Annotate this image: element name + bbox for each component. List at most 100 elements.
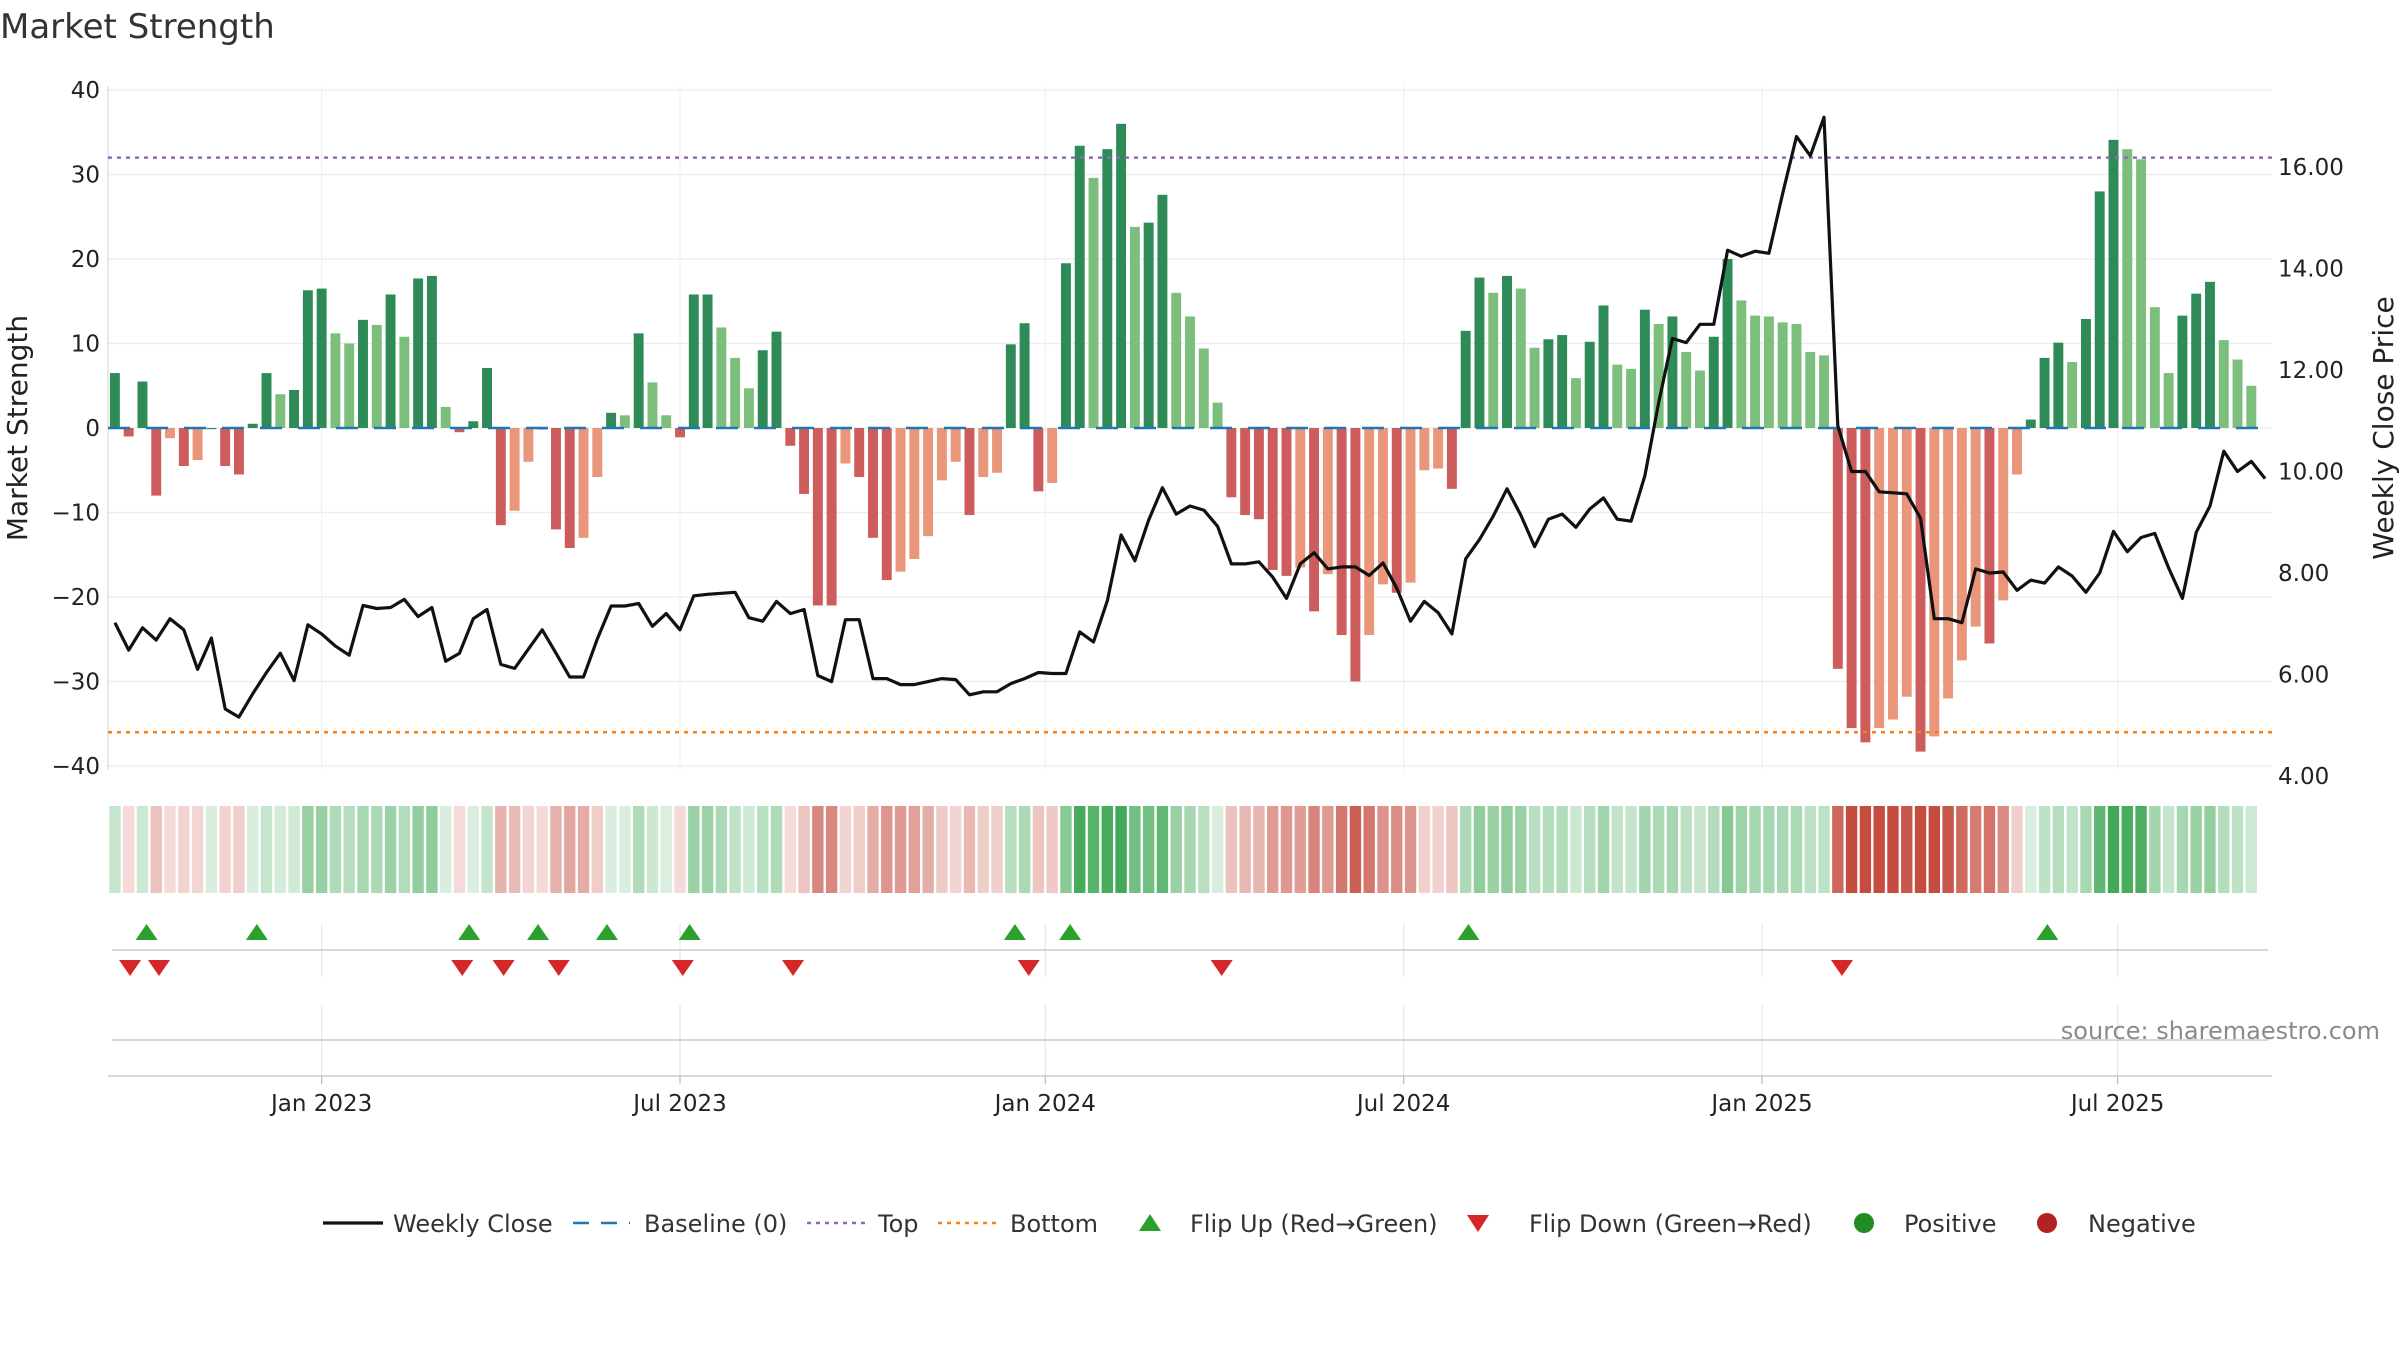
strength-bar (1612, 364, 1623, 428)
heat-cell (164, 806, 176, 893)
heat-cell (1584, 806, 1596, 893)
heat-cell (2025, 806, 2037, 893)
heat-cell (109, 806, 121, 893)
x-axis-ticks: Jan 2023 Jul 2023 Jan 2024 Jul 2024 Jan 2025… (269, 1076, 2164, 1117)
heat-cell (1418, 806, 1431, 893)
strength-bar (1722, 259, 1733, 428)
heat-cell (550, 806, 562, 893)
heat-cell (688, 806, 700, 893)
heat-cell (908, 806, 921, 893)
strength-bar (881, 428, 892, 581)
strength-bar (165, 428, 175, 439)
strength-bars (109, 123, 2257, 752)
heat-cell (1956, 806, 1968, 893)
heat-cell (1666, 806, 1679, 893)
heat-cell (1308, 806, 1320, 893)
strength-bar (1681, 351, 1692, 428)
y2-axis-label: Weekly Close Price (2367, 296, 2400, 559)
heat-cell (1060, 806, 1072, 893)
strength-bar (1695, 370, 1705, 428)
heat-cell (2052, 806, 2065, 893)
strength-bar (1460, 330, 1471, 428)
heat-cell (1211, 806, 1224, 893)
y2-tick-label: 8.00 (2278, 561, 2329, 587)
strength-bar (1557, 335, 1568, 428)
heat-cell (853, 806, 865, 893)
strength-bar (247, 423, 258, 428)
heat-cell (247, 806, 259, 893)
flip-up-marker (678, 924, 701, 940)
strength-bar (1005, 344, 1016, 428)
strength-bar (578, 428, 589, 538)
flip-up-marker (1059, 924, 1082, 940)
strength-bar (1639, 309, 1650, 428)
heat-cell (522, 806, 535, 893)
strength-bar (344, 343, 355, 428)
heat-cell (729, 806, 741, 893)
heat-cell (1404, 806, 1417, 893)
strength-bar (2039, 357, 2050, 428)
flip-up-marker (2036, 924, 2059, 940)
heat-cell (2162, 806, 2175, 893)
strength-bar (1819, 355, 1830, 428)
y2-tick-label: 12.00 (2278, 358, 2344, 384)
heat-cell (660, 806, 672, 893)
strength-bar (399, 336, 410, 428)
legend-baseline-label: Baseline (0) (644, 1210, 787, 1238)
strength-bar (220, 428, 231, 467)
strength-bar (509, 428, 520, 511)
heat-cell (949, 806, 962, 893)
heat-cell (1763, 806, 1775, 893)
heat-cell (867, 806, 879, 893)
heat-cell (1914, 806, 1927, 893)
flip-down-marker (119, 960, 142, 976)
heat-cell (1776, 806, 1789, 893)
heat-cell (1721, 806, 1734, 893)
y2-tick-label: 16.00 (2278, 155, 2344, 181)
heat-cell (1101, 806, 1113, 893)
heat-cell (1074, 806, 1086, 893)
source-credit: source: sharemaestro.com (2061, 1017, 2380, 1045)
heat-cell (1446, 806, 1458, 893)
legend-flip-down-label: Flip Down (Green→Red) (1529, 1210, 1812, 1238)
heat-cell (605, 806, 617, 893)
heat-cell (1280, 806, 1293, 893)
strength-bar (1116, 123, 1127, 429)
legend-flip-down-icon (1467, 1215, 1489, 1232)
heat-cell (371, 806, 383, 893)
heat-cell (1901, 806, 1913, 893)
heat-cell (1570, 806, 1582, 893)
strength-bar (826, 428, 837, 606)
strength-bar (757, 350, 768, 428)
flip-down-marker (147, 960, 170, 976)
strength-bar (2163, 373, 2174, 428)
strength-bar (1405, 428, 1416, 583)
strength-bar (137, 381, 148, 428)
heat-cell (1515, 806, 1527, 893)
heat-cell (1873, 806, 1885, 893)
heat-cell (715, 806, 728, 893)
strength-bar (1102, 149, 1113, 428)
strength-bar (1653, 324, 1664, 428)
heat-cell (302, 806, 314, 893)
strength-bar (1502, 275, 1512, 428)
flip-up-marker (595, 924, 618, 940)
heat-cell (2218, 806, 2230, 893)
flip-down-marker (547, 960, 570, 976)
y-tick-label: 10 (71, 332, 100, 358)
strength-bar (592, 428, 603, 478)
heat-cell (1115, 806, 1127, 893)
strength-bar (1529, 347, 1540, 428)
heat-cell (2190, 806, 2202, 893)
chart-title: Market Strength (0, 7, 275, 47)
heat-cell (1267, 806, 1279, 893)
strength-bar (675, 428, 685, 438)
strength-bar (1667, 316, 1678, 428)
heat-cell (2080, 806, 2092, 893)
strength-bar (647, 382, 658, 428)
strength-bar (371, 324, 382, 428)
heat-cell (2094, 806, 2106, 893)
heat-cell (150, 806, 162, 893)
strength-bar (1060, 263, 1071, 428)
legend: Weekly Close Baseline (0) Top Bottom Fli… (323, 1210, 2196, 1238)
